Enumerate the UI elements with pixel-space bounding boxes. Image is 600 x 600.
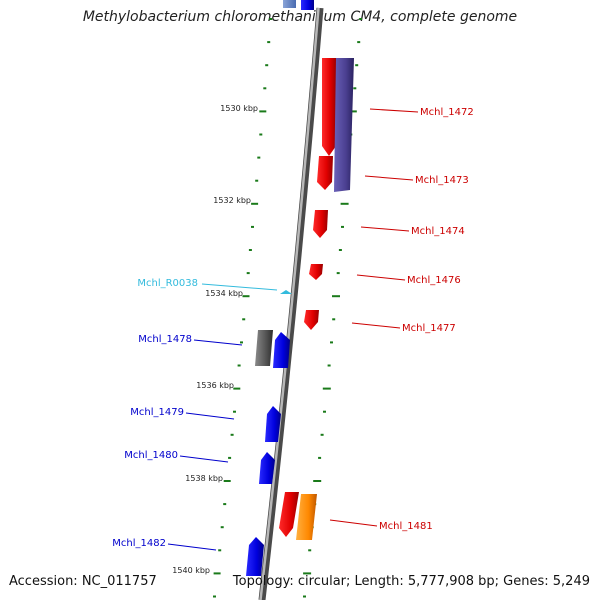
scale-label: 1532 kbp (213, 196, 251, 205)
callout-line (369, 108, 419, 113)
tick-mark (359, 18, 363, 20)
gene-label[interactable]: Mchl_1477 (402, 323, 456, 334)
gene-label[interactable]: Mchl_1474 (411, 226, 465, 237)
tick-mark (251, 202, 259, 205)
gene-mchl-1478-arrow[interactable] (273, 332, 290, 368)
scale-label: 1538 kbp (185, 474, 223, 483)
tick-mark (233, 387, 241, 390)
gene-mchl-1473-arrow[interactable] (317, 156, 333, 190)
tick-mark (233, 410, 236, 413)
tick-mark (267, 41, 271, 44)
tick-mark (251, 225, 254, 228)
topology-text: Topology: circular; Length: 5,777,908 bp… (232, 574, 590, 589)
tick-mark (242, 318, 246, 321)
tick-mark (246, 272, 250, 275)
callout-line (201, 283, 278, 291)
accession-text: Accession: NC_011757 (9, 574, 157, 589)
page-title: Methylobacterium chloromethanicum CM4, c… (82, 9, 518, 25)
tick-mark (259, 110, 267, 113)
gene-label[interactable]: Mchl_1481 (379, 521, 433, 532)
tick-mark (303, 595, 306, 598)
tick-mark (341, 225, 344, 228)
gene-label[interactable]: Mchl_1472 (420, 107, 474, 118)
tick-mark (327, 364, 331, 367)
tick-mark (218, 549, 222, 552)
tick-mark (223, 480, 231, 482)
tick-mark (223, 503, 227, 506)
tick-mark (322, 387, 331, 390)
tick-mark (313, 480, 322, 482)
tick-mark (213, 595, 216, 598)
genome-backbone (258, 7, 324, 600)
tick-mark (255, 179, 259, 182)
tick-mark (338, 249, 342, 251)
tick-mark (330, 341, 333, 344)
feature-top-left (283, 0, 296, 8)
feature-rna-mchl-r0038[interactable] (280, 290, 292, 294)
tick-mark (340, 202, 349, 205)
tick-mark (303, 572, 312, 575)
gene-label[interactable]: Mchl_1476 (407, 275, 461, 286)
gene-label[interactable]: Mchl_R0038 (137, 278, 198, 289)
gene-mchl-1477-arrow[interactable] (304, 310, 319, 330)
gene-mchl-1481-arrow[interactable] (279, 492, 299, 537)
callout-line (360, 226, 410, 232)
tick-mark (269, 18, 273, 20)
tick-mark (259, 133, 263, 136)
gene-mchl-1480-arrow[interactable] (259, 452, 275, 484)
tick-mark (248, 249, 252, 251)
callout-line (329, 519, 378, 527)
gene-mchl-1474-arrow[interactable] (313, 210, 328, 238)
gene-label[interactable]: Mchl_1482 (112, 538, 166, 549)
scale-label: 1530 kbp (220, 104, 258, 113)
callout-line (364, 175, 414, 181)
tick-mark (332, 295, 340, 298)
tick-mark (318, 456, 322, 459)
tick-mark (230, 433, 234, 436)
tick-mark (357, 41, 361, 44)
tick-mark (257, 156, 261, 159)
tick-mark (320, 433, 324, 436)
callout-line (351, 322, 401, 329)
feature-purple-arrow (334, 58, 354, 192)
gene-mchl-1476-arrow[interactable] (309, 264, 323, 280)
tick-mark (242, 295, 250, 298)
gene-mchl-1482-arrow[interactable] (246, 537, 264, 576)
tick-mark (263, 87, 267, 90)
tick-mark (323, 410, 326, 413)
feature-top-right (301, 0, 314, 10)
callout-line (193, 339, 243, 346)
tick-mark (332, 318, 336, 321)
genome-backbone-highlight (259, 7, 320, 600)
tick-mark (353, 87, 357, 90)
callout-line (356, 274, 406, 281)
callout-line (179, 455, 229, 463)
callout-line (167, 543, 217, 551)
scale-label: 1534 kbp (205, 289, 243, 298)
gene-mchl-1479-arrow[interactable] (265, 406, 281, 442)
tick-mark (308, 549, 312, 552)
tick-mark (220, 526, 224, 529)
tick-marks (213, 18, 363, 598)
tick-mark (348, 110, 357, 113)
tick-mark (336, 272, 340, 275)
tick-mark (213, 572, 221, 575)
tick-mark (237, 364, 241, 367)
gene-label[interactable]: Mchl_1478 (138, 334, 192, 345)
feature-grey-box (255, 330, 273, 366)
gene-label[interactable]: Mchl_1480 (124, 450, 178, 461)
tick-mark (228, 456, 232, 459)
gene-mchl-1472-arrow[interactable] (322, 58, 336, 156)
gene-label[interactable]: Mchl_1479 (130, 407, 184, 418)
gene-label[interactable]: Mchl_1473 (415, 175, 469, 186)
tick-mark (265, 64, 269, 67)
tick-mark (355, 64, 359, 67)
scale-label: 1536 kbp (196, 381, 234, 390)
scale-label: 1540 kbp (172, 566, 210, 575)
callout-line (185, 412, 235, 420)
feature-orange-box (296, 494, 317, 540)
tick-mark (240, 341, 243, 344)
